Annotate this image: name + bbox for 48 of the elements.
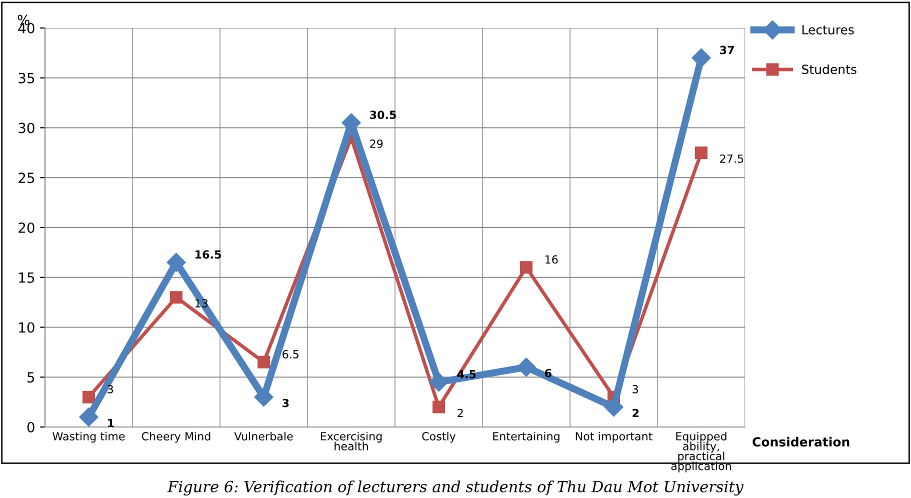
data-label: 16 [546,255,558,264]
data-label: 3 [632,384,638,394]
point [254,388,274,407]
point [166,252,186,272]
x-tick-label: Not important [576,432,652,443]
x-tick-label: Equipped ability, practical application [671,432,731,472]
data-label: 6.5 [282,350,299,358]
y-tick-label: 30 [18,122,34,134]
point [82,390,95,404]
data-label: 29 [370,139,383,148]
point [432,400,445,414]
x-tick-label: Costly [422,432,456,443]
point [258,356,270,368]
point [516,358,536,377]
x-tick-label: Wasting time [52,432,125,443]
data-label: 1 [108,418,114,428]
x-tick-label: Excercising health [320,432,382,450]
x-tick-label: Vulnerbale [234,432,293,440]
data-label: 37 [720,46,734,54]
data-label: 3 [108,384,113,394]
x-tick-label: Entertaining [493,432,560,443]
y-tick-label: 35 [18,72,34,84]
point [695,146,708,159]
point [520,261,532,274]
point [170,291,182,304]
point [79,407,98,427]
y-tick-label: 15 [19,272,34,283]
data-label: 16.5 [196,250,221,259]
x-tick-label: Cheery Mind [142,432,210,443]
legend-label: Lectures [802,25,854,34]
data-label: 3 [282,398,289,408]
legend-label: Students [802,64,856,74]
y-tick-label: 0 [27,422,34,432]
x-axis-title: Consideration [752,436,850,447]
data-label: 30.5 [370,110,396,120]
y-tick-label: 20 [18,222,34,233]
y-tick-label: 5 [28,372,34,383]
data-label: 27.5 [720,154,744,163]
y-tick-label: 40 [18,22,34,34]
data-label: 2 [632,408,639,418]
y-tick-label: 25 [18,172,34,184]
point [604,398,624,417]
caption: Figure 6: Verification of lecturers and students of Thu Dau Mot University [167,480,744,496]
point [692,48,711,68]
y-tick-label: 10 [19,322,34,333]
data-label: 2 [458,408,463,418]
y-axis-title: % [18,14,30,26]
point [429,372,448,392]
